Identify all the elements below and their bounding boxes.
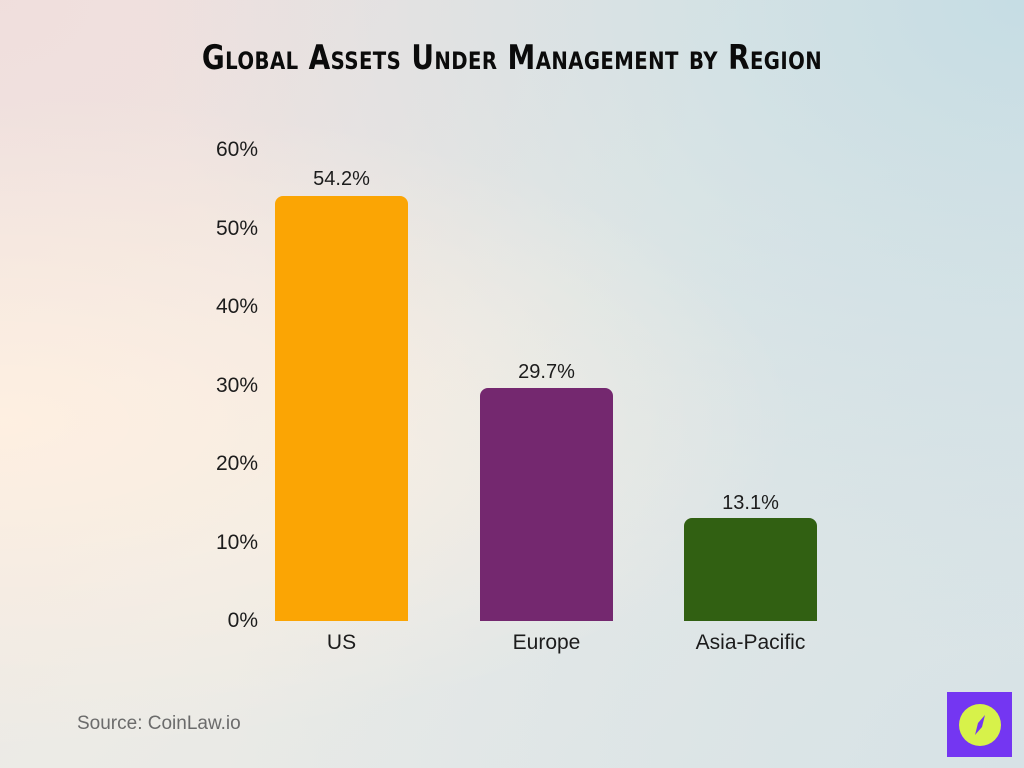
y-tick-label: 40% bbox=[215, 295, 258, 318]
y-tick-label: 50% bbox=[215, 217, 258, 240]
bar-us bbox=[275, 195, 408, 621]
bar-value-label: 54.2% bbox=[313, 168, 370, 190]
x-tick-label: US bbox=[326, 631, 357, 654]
brand-logo bbox=[947, 692, 1012, 757]
logo-circle bbox=[958, 703, 1001, 746]
bar-value-label: 29.7% bbox=[518, 361, 575, 383]
chart-title: Global Assets Under Management by Region bbox=[201, 38, 823, 78]
y-tick-label: 30% bbox=[215, 374, 258, 397]
y-tick-label: 0% bbox=[227, 609, 258, 632]
y-tick-label: 10% bbox=[215, 531, 258, 554]
x-tick-label: Asia-Pacific bbox=[695, 631, 806, 654]
compass-icon bbox=[974, 714, 985, 735]
bar-europe bbox=[480, 387, 613, 621]
x-tick-label: Europe bbox=[512, 631, 581, 654]
bar-asia-pacific bbox=[684, 518, 817, 621]
source-note: Source: CoinLaw.io bbox=[77, 713, 241, 734]
y-tick-label: 60% bbox=[215, 138, 258, 161]
bar-value-label: 13.1% bbox=[722, 492, 779, 514]
y-tick-label: 20% bbox=[215, 452, 258, 475]
